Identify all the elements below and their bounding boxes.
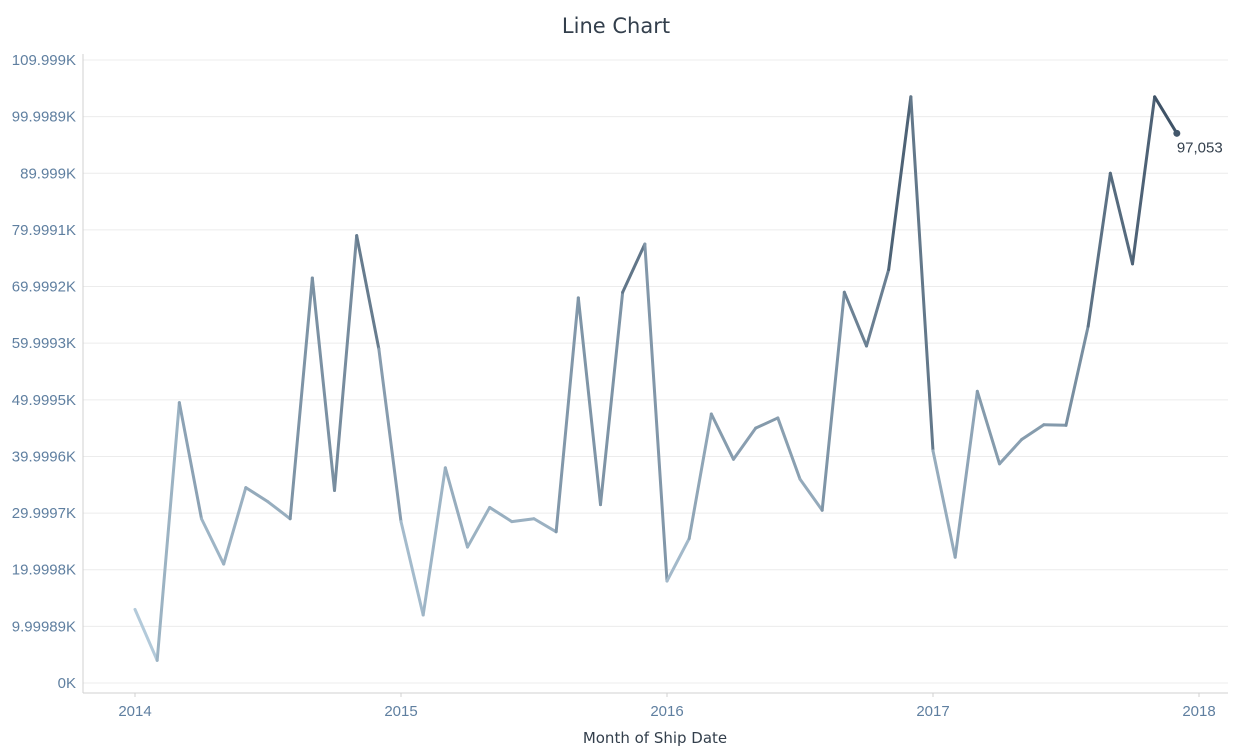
line-segment <box>310 276 336 492</box>
y-tick-label: 9.99989K <box>12 618 76 635</box>
y-tick-label: 0K <box>58 675 76 692</box>
y-tick-label: 49.9995K <box>12 392 76 409</box>
line-segment <box>599 290 625 507</box>
data-labels: 97,053 <box>1173 129 1223 156</box>
line-segment <box>1153 95 1179 135</box>
line-segment <box>820 290 846 512</box>
line-segment <box>1042 423 1068 427</box>
y-tick-label: 109.999K <box>12 52 76 69</box>
x-tick-label: 2017 <box>916 703 949 720</box>
line-segment <box>466 505 492 549</box>
line-segment <box>754 416 780 430</box>
line-segment <box>931 449 957 559</box>
y-axis: 0K 9.99989K 19.9998K 29.9997K 39.9996K 49.999… <box>12 52 84 693</box>
line-segment <box>887 95 913 272</box>
line-segment <box>909 95 935 453</box>
line-segment <box>1020 423 1046 441</box>
line-segment <box>709 412 735 461</box>
y-tick-label: 69.9992K <box>12 279 76 296</box>
line-segment <box>687 412 713 541</box>
line-segment <box>333 234 359 492</box>
line-segment <box>554 296 580 534</box>
line-segment <box>155 401 181 662</box>
line-segment <box>177 401 203 521</box>
chart-title: Line Chart <box>562 14 670 38</box>
line-segment <box>865 268 891 348</box>
line-segment <box>643 242 669 583</box>
line-segment <box>732 426 758 461</box>
line-segment <box>244 486 270 504</box>
y-tick-label: 19.9998K <box>12 562 76 579</box>
data-point-marker <box>1173 129 1181 137</box>
line-segment <box>1064 324 1090 427</box>
y-tick-label: 99.9989K <box>12 109 76 126</box>
line-segment <box>200 517 226 566</box>
line-segment <box>510 517 536 524</box>
gridlines <box>83 59 1228 684</box>
y-tick-label: 59.9993K <box>12 335 76 352</box>
x-tick-label: 2015 <box>384 703 417 720</box>
y-tick-label: 89.999K <box>20 165 76 182</box>
x-axis: 2014 2015 2016 2017 2018 <box>83 692 1228 720</box>
x-axis-title: Month of Ship Date <box>583 729 727 747</box>
line-segment <box>133 607 159 662</box>
line-segment <box>842 290 868 348</box>
line-segment <box>621 242 647 294</box>
line-segment <box>576 296 602 507</box>
line-segment <box>421 466 447 617</box>
line-segment <box>1086 171 1112 328</box>
x-tick-label: 2018 <box>1182 703 1215 720</box>
line-segment <box>1131 95 1157 266</box>
data-label: 97,053 <box>1177 139 1223 156</box>
line-segment <box>953 389 979 559</box>
line-segment <box>222 486 248 566</box>
y-tick-label: 79.9991K <box>12 222 76 239</box>
line-segment <box>355 234 381 351</box>
line-segment <box>776 416 802 481</box>
line-segment <box>266 500 292 521</box>
y-tick-label: 39.9996K <box>12 448 76 465</box>
y-tick-label: 29.9997K <box>12 505 76 522</box>
x-tick-label: 2014 <box>118 703 151 720</box>
line-segment <box>665 537 691 583</box>
line-segment <box>975 389 1001 466</box>
line-segment <box>532 517 558 534</box>
line-segment <box>998 437 1024 466</box>
line-segment <box>377 347 403 524</box>
line-segment <box>798 477 824 512</box>
line-segment <box>443 466 469 549</box>
x-tick-label: 2016 <box>650 703 683 720</box>
line-segment <box>399 520 425 617</box>
line-segment <box>488 505 514 524</box>
line-segment <box>288 276 314 521</box>
line-segment <box>1108 171 1134 266</box>
series-line <box>133 95 1179 662</box>
